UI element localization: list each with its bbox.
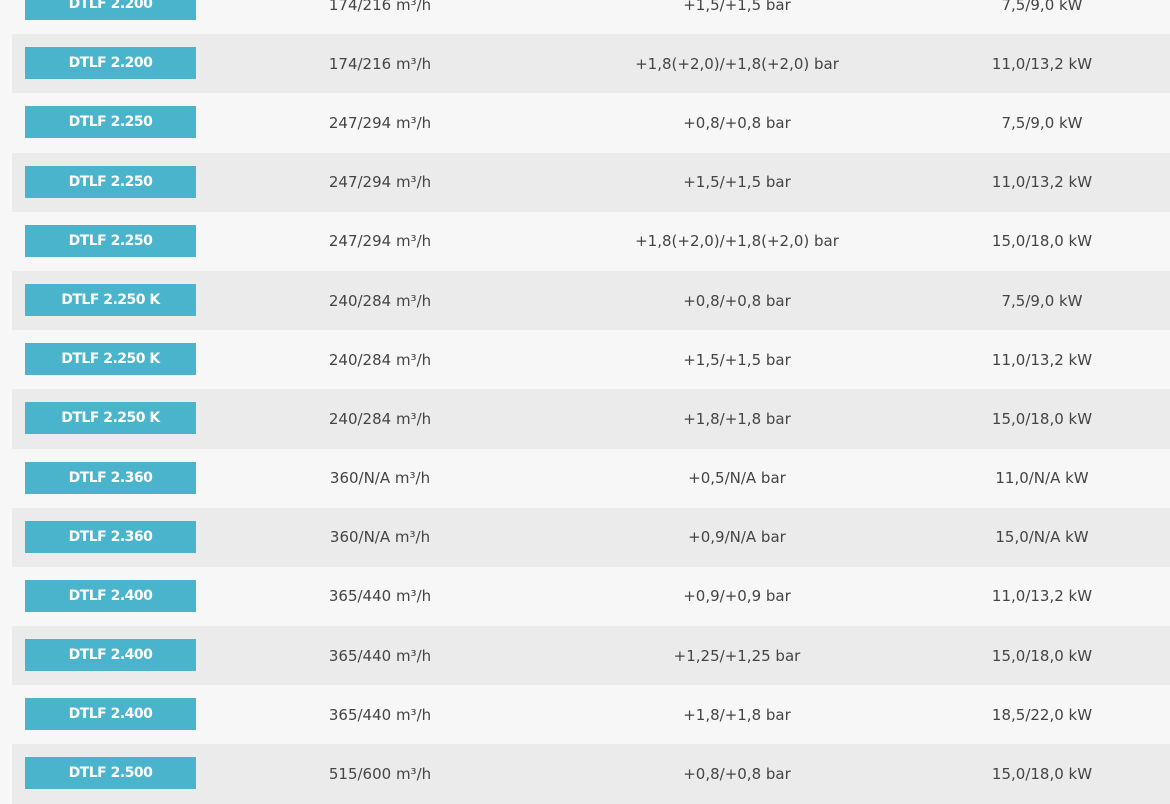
table-row: DTLF 2.360 360/N/A m³/h +0,5/N/A bar 11,0/N… [12, 448, 1170, 508]
model-button[interactable]: DTLF 2.200 [25, 0, 196, 20]
power-cell: 11,0/13,2 kW [991, 587, 1093, 606]
pressure-cell: +1,8(+2,0)/+1,8(+2,0) bar [635, 54, 839, 73]
model-button[interactable]: DTLF 2.250 K [25, 283, 196, 316]
flow-cell: 240/284 m³/h [328, 350, 432, 369]
pressure-cell: +1,8(+2,0)/+1,8(+2,0) bar [635, 232, 839, 251]
model-button[interactable]: DTLF 2.200 [25, 47, 196, 80]
table-row: DTLF 2.250 247/294 m³/h +1,8(+2,0)/+1,8(+2… [12, 211, 1170, 271]
power-cell: 11,0/13,2 kW [991, 350, 1093, 369]
model-button[interactable]: DTLF 2.250 [25, 106, 196, 139]
power-cell: 15,0/N/A kW [995, 528, 1089, 547]
flow-cell: 247/294 m³/h [328, 232, 432, 251]
table-row: DTLF 2.500 515/600 m³/h +0,8/+0,8 bar 15,0/… [12, 744, 1170, 804]
model-button[interactable]: DTLF 2.360 [25, 461, 196, 494]
power-cell: 15,0/18,0 kW [991, 646, 1093, 665]
pressure-cell: +0,9/N/A bar [688, 528, 786, 547]
model-button[interactable]: DTLF 2.250 K [25, 402, 196, 435]
flow-cell: 247/294 m³/h [328, 173, 432, 192]
flow-cell: 240/284 m³/h [328, 291, 432, 310]
table-row: DTLF 2.250 247/294 m³/h +1,5/+1,5 bar 11,0/… [12, 152, 1170, 212]
power-cell: 18,5/22,0 kW [991, 705, 1093, 724]
pressure-cell: +0,8/+0,8 bar [683, 765, 791, 784]
table-row: DTLF 2.200 174/216 m³/h +1,8(+2,0)/+1,8(+2… [12, 34, 1170, 94]
flow-cell: 515/600 m³/h [328, 765, 432, 784]
pressure-cell: +0,8/+0,8 bar [683, 113, 791, 132]
table-row: DTLF 2.250 K 240/284 m³/h +1,8/+1,8 bar 15,… [12, 389, 1170, 449]
pressure-cell: +0,8/+0,8 bar [683, 291, 791, 310]
pressure-cell: +0,9/+0,9 bar [683, 587, 791, 606]
power-cell: 7,5/9,0 kW [1001, 0, 1083, 14]
table-row: DTLF 2.250 K 240/284 m³/h +1,5/+1,5 bar 11,… [12, 330, 1170, 390]
model-button[interactable]: DTLF 2.400 [25, 579, 196, 612]
power-cell: 7,5/9,0 kW [1001, 291, 1083, 310]
pressure-cell: +1,5/+1,5 bar [683, 173, 791, 192]
model-button[interactable]: DTLF 2.500 [25, 757, 196, 790]
table-row: DTLF 2.400 365/440 m³/h +0,9/+0,9 bar 11,0/… [12, 566, 1170, 627]
table-row: DTLF 2.250 247/294 m³/h +0,8/+0,8 bar 7,5/9… [12, 93, 1170, 153]
pressure-cell: +0,5/N/A bar [688, 469, 786, 488]
power-cell: 11,0/13,2 kW [991, 173, 1093, 192]
flow-cell: 247/294 m³/h [328, 113, 432, 132]
power-cell: 7,5/9,0 kW [1001, 113, 1083, 132]
product-table: DTLF 2.200 174/216 m³/h +1,5/+1,5 bar 7,5/9… [12, 0, 1170, 804]
flow-cell: 360/N/A m³/h [329, 528, 431, 547]
power-cell: 15,0/18,0 kW [991, 232, 1093, 251]
flow-cell: 365/440 m³/h [328, 646, 432, 665]
model-button[interactable]: DTLF 2.360 [25, 520, 196, 553]
flow-cell: 174/216 m³/h [328, 54, 432, 73]
pressure-cell: +1,25/+1,25 bar [673, 646, 801, 665]
flow-cell: 240/284 m³/h [328, 409, 432, 428]
model-button[interactable]: DTLF 2.400 [25, 639, 196, 672]
power-cell: 11,0/13,2 kW [991, 54, 1093, 73]
flow-cell: 174/216 m³/h [328, 0, 432, 14]
pressure-cell: +1,8/+1,8 bar [683, 409, 791, 428]
table-row: DTLF 2.250 K 240/284 m³/h +0,8/+0,8 bar 7,5… [12, 270, 1170, 331]
power-cell: 11,0/N/A kW [995, 469, 1089, 488]
flow-cell: 365/440 m³/h [328, 587, 432, 606]
flow-cell: 360/N/A m³/h [329, 469, 431, 488]
table-row: DTLF 2.360 360/N/A m³/h +0,9/N/A bar 15,0/N… [12, 507, 1170, 567]
table-row: DTLF 2.400 365/440 m³/h +1,8/+1,8 bar 18,5/… [12, 685, 1170, 745]
table-row: DTLF 2.200 174/216 m³/h +1,5/+1,5 bar 7,5/9… [12, 0, 1170, 35]
power-cell: 15,0/18,0 kW [991, 765, 1093, 784]
model-button[interactable]: DTLF 2.250 [25, 165, 196, 198]
model-button[interactable]: DTLF 2.250 [25, 224, 196, 257]
pressure-cell: +1,5/+1,5 bar [683, 350, 791, 369]
pressure-cell: +1,5/+1,5 bar [683, 0, 791, 14]
model-button[interactable]: DTLF 2.400 [25, 698, 196, 731]
flow-cell: 365/440 m³/h [328, 705, 432, 724]
model-button[interactable]: DTLF 2.250 K [25, 343, 196, 376]
pressure-cell: +1,8/+1,8 bar [683, 705, 791, 724]
power-cell: 15,0/18,0 kW [991, 409, 1093, 428]
table-row: DTLF 2.400 365/440 m³/h +1,25/+1,25 bar 15,… [12, 626, 1170, 686]
